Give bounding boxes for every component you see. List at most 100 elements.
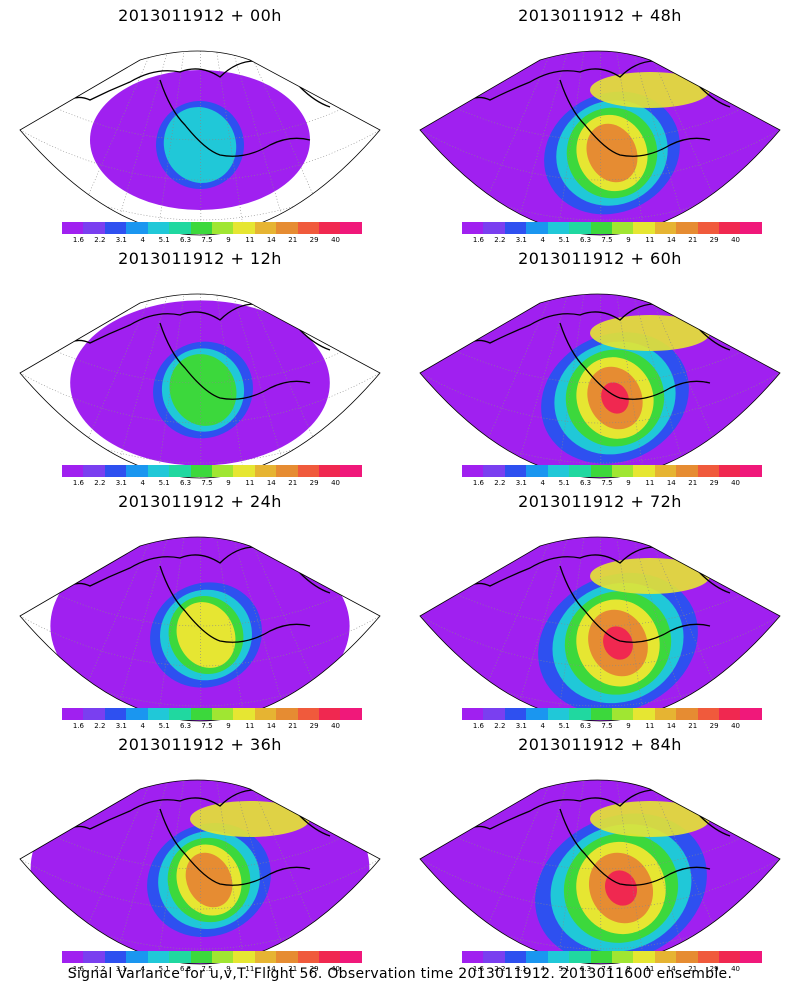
colorbar-label: 5.1	[158, 236, 170, 244]
colorbar-label: 9	[626, 236, 631, 244]
colorbar-swatch	[547, 708, 570, 720]
colorbar-swatch	[654, 222, 677, 234]
colorbar-label: 9	[226, 722, 231, 730]
colorbar-swatch	[276, 465, 298, 477]
colorbar-swatch	[83, 222, 105, 234]
colorbar-label: 9	[626, 965, 631, 973]
colorbar-label: 21	[288, 722, 298, 730]
colorbar-label: 5.1	[158, 722, 170, 730]
colorbar-label: 9	[226, 965, 231, 973]
colorbar-swatch	[526, 465, 548, 477]
map-plot	[19, 50, 381, 236]
colorbar-label: 2.2	[494, 722, 506, 730]
variance-contour	[586, 123, 638, 183]
map-plot	[419, 293, 781, 479]
colorbar	[62, 708, 362, 720]
panel-title: 2013011912 + 72h	[518, 492, 682, 511]
colorbar-label: 2.2	[494, 965, 506, 973]
variance-contour	[169, 354, 237, 426]
colorbar-label: 11	[645, 965, 655, 973]
colorbar-label: 11	[245, 236, 255, 244]
colorbar-swatch	[319, 951, 341, 963]
colorbar-swatch	[483, 465, 505, 477]
colorbar-label: 7.5	[201, 965, 213, 973]
map-plot	[419, 779, 781, 965]
colorbar-label: 11	[245, 722, 255, 730]
colorbar-swatch	[676, 951, 698, 963]
colorbar-swatch	[483, 222, 505, 234]
colorbar-swatch	[211, 465, 234, 477]
colorbar-label: 6.3	[179, 722, 192, 730]
colorbar-label: 1.6	[472, 479, 484, 487]
variance-contour	[185, 852, 233, 908]
colorbar-swatch	[340, 708, 362, 720]
colorbar	[462, 465, 762, 477]
colorbar-swatch	[104, 465, 127, 477]
colorbar-label: 6.3	[579, 236, 592, 244]
colorbar-labels: 1.6 2.2 3.1 4 5.1 6.3 7.5 9 11 14 21 29 40	[462, 236, 762, 246]
colorbar-swatch	[126, 951, 148, 963]
colorbar-label: 5.1	[558, 236, 570, 244]
colorbar-swatch	[526, 951, 548, 963]
colorbar-swatch	[504, 465, 527, 477]
colorbar-swatch	[633, 951, 655, 963]
colorbar-label: 4	[540, 722, 545, 730]
panel-title: 2013011912 + 36h	[118, 735, 282, 754]
colorbar-label: 6.3	[579, 479, 592, 487]
colorbar-label: 2.2	[494, 479, 506, 487]
colorbar-swatch	[254, 708, 277, 720]
colorbar-label: 4	[540, 236, 545, 244]
colorbar-swatch	[319, 222, 341, 234]
map-plot	[419, 50, 781, 236]
colorbar-swatch	[83, 708, 105, 720]
colorbar-swatch	[190, 222, 212, 234]
colorbar-label: 11	[245, 965, 255, 973]
colorbar-labels: 1.6 2.2 3.1 4 5.1 6.3 7.5 9 11 14 21 29 40	[62, 965, 362, 975]
colorbar-label: 1.6	[72, 236, 84, 244]
colorbar-label: 3.1	[515, 965, 527, 973]
colorbar-swatch	[569, 951, 591, 963]
colorbar-swatch	[169, 222, 191, 234]
colorbar-label: 2.2	[494, 236, 506, 244]
map-plot	[19, 293, 381, 479]
colorbar-label: 4	[140, 236, 145, 244]
colorbar-label: 21	[288, 479, 298, 487]
colorbar-swatch	[126, 708, 148, 720]
colorbar-swatch	[340, 465, 362, 477]
colorbar-label: 11	[645, 479, 655, 487]
colorbar-swatch	[104, 708, 127, 720]
colorbar-label: 1.6	[72, 479, 84, 487]
colorbar-label: 7.5	[201, 479, 213, 487]
colorbar-label: 29	[309, 722, 319, 730]
colorbar-swatch	[611, 951, 634, 963]
colorbar-swatch	[569, 708, 591, 720]
colorbar-label: 4	[140, 965, 145, 973]
colorbar-label: 1.6	[472, 965, 484, 973]
map-plot	[419, 536, 781, 722]
colorbar-label: 29	[309, 479, 319, 487]
colorbar-label: 3.1	[115, 722, 127, 730]
colorbar-swatch	[740, 222, 762, 234]
panel-title: 2013011912 + 48h	[518, 6, 682, 25]
colorbar-swatch	[462, 465, 484, 477]
colorbar-swatch	[590, 222, 612, 234]
colorbar-swatch	[147, 222, 170, 234]
colorbar-label: 21	[288, 965, 298, 973]
colorbar-swatch	[740, 951, 762, 963]
colorbar	[462, 222, 762, 234]
colorbar-swatch	[483, 951, 505, 963]
colorbar-swatch	[169, 708, 191, 720]
colorbar-swatch	[297, 465, 320, 477]
colorbar-label: 4	[140, 722, 145, 730]
colorbar-label: 7.5	[601, 236, 613, 244]
colorbar-swatch	[62, 951, 84, 963]
colorbar-label: 1.6	[472, 236, 484, 244]
colorbar-label: 2.2	[94, 722, 106, 730]
colorbar-label: 40	[731, 722, 741, 730]
variance-contour	[603, 626, 633, 660]
panel-title: 2013011912 + 00h	[118, 6, 282, 25]
colorbar-swatch	[62, 708, 84, 720]
colorbar-label: 1.6	[72, 965, 84, 973]
colorbar-label: 5.1	[558, 965, 570, 973]
colorbar-label: 40	[331, 236, 341, 244]
